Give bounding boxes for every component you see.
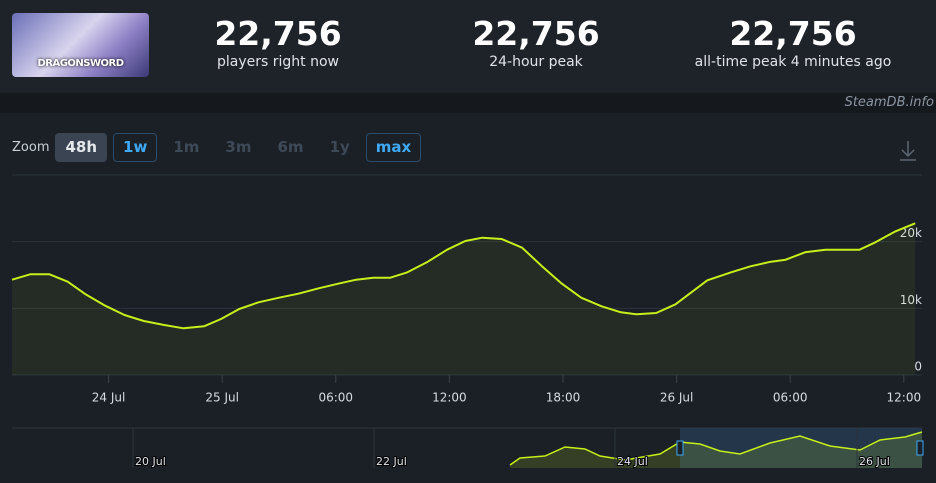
zoom-button[interactable]: 6m <box>277 138 304 156</box>
download-icon[interactable] <box>900 141 916 161</box>
navigator-handle[interactable] <box>676 440 684 456</box>
x-tick-label: 12:00 <box>432 391 467 405</box>
x-tick-label: 12:00 <box>887 391 922 405</box>
line <box>11 222 916 330</box>
navigator-handle[interactable] <box>916 440 924 456</box>
logo-text: DRAGONSWORD <box>37 58 124 69</box>
x-tick-label: 18:00 <box>546 391 581 405</box>
y-tick-label: 10k <box>900 293 922 307</box>
navigator-label: 22 Jul <box>376 455 407 468</box>
zoom-button[interactable]: 3m <box>225 138 252 156</box>
y-tick-label: 0 <box>914 360 922 374</box>
stat-label: 24-hour peak <box>489 54 583 70</box>
navigator-window[interactable] <box>680 428 922 468</box>
game-logo: DRAGONSWORD <box>12 13 149 77</box>
x-tick-label: 24 Jul <box>92 391 126 405</box>
zoom-button[interactable]: max <box>365 133 422 162</box>
stat: 22,756 all-time peak 4 minutes ago <box>663 14 923 70</box>
zoom-button[interactable]: 1m <box>173 138 200 156</box>
stat: 22,756 24-hour peak <box>406 14 666 70</box>
stat-label: all-time peak 4 minutes ago <box>694 54 892 70</box>
stat-value: 22,756 <box>729 14 857 53</box>
watermark: SteamDB.info <box>844 95 934 110</box>
navigator-label: 20 Jul <box>135 455 166 468</box>
zoom-label: Zoom <box>12 140 50 155</box>
line-area <box>12 223 916 375</box>
divider <box>0 93 936 113</box>
x-tick-label: 26 Jul <box>660 391 694 405</box>
header <box>0 0 936 93</box>
stat-value: 22,756 <box>214 14 342 53</box>
navigator-line <box>509 431 923 466</box>
zoom-button[interactable]: 1y <box>329 138 350 156</box>
navigator-label: 26 Jul <box>859 455 890 468</box>
stat-value: 22,756 <box>472 14 600 53</box>
stat-label: players right now <box>217 54 339 70</box>
navigator-label: 24 Jul <box>617 455 648 468</box>
x-tick-label: 06:00 <box>318 391 353 405</box>
zoom-button[interactable]: 1w <box>113 133 158 162</box>
x-tick-label: 06:00 <box>773 391 808 405</box>
stat: 22,756 players right now <box>148 14 408 70</box>
x-tick-label: 25 Jul <box>205 391 239 405</box>
zoom-button[interactable]: 48h <box>55 133 108 162</box>
y-tick-label: 20k <box>900 226 922 240</box>
zoom-bar: Zoom 48h 1w 1m 3m 6m 1y max <box>12 133 422 162</box>
